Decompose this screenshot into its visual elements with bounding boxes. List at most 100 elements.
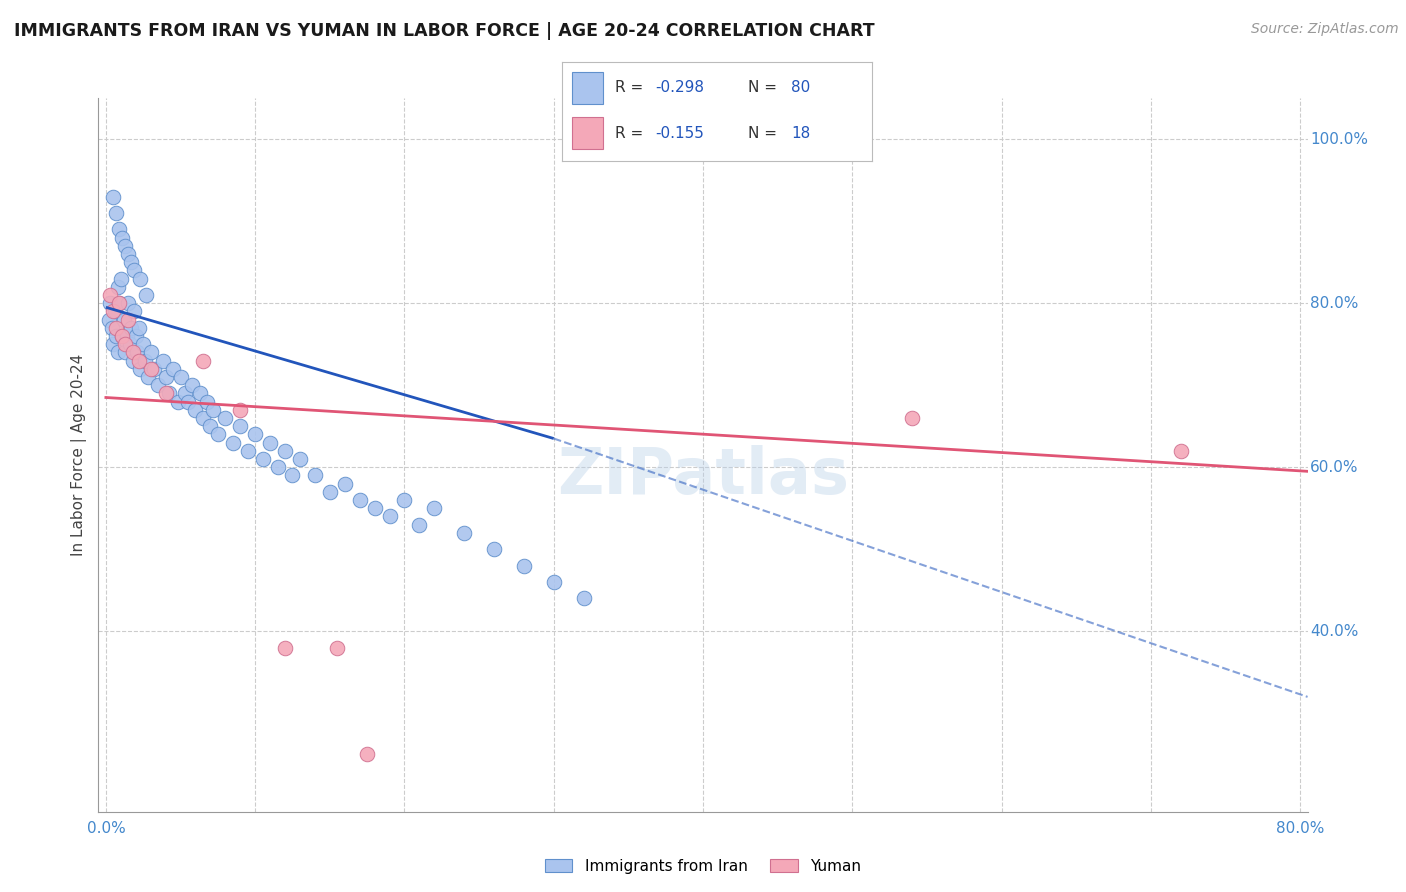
Text: 80.0%: 80.0% — [1310, 295, 1358, 310]
Point — [101, 320, 124, 334]
Point — [177, 394, 200, 409]
Point — [191, 411, 214, 425]
Point — [901, 411, 924, 425]
Point — [115, 329, 138, 343]
Text: N =: N = — [748, 126, 782, 141]
Point — [129, 271, 152, 285]
Text: 18: 18 — [792, 126, 810, 141]
Point — [162, 361, 184, 376]
Point — [111, 230, 134, 244]
Point — [120, 320, 142, 334]
Point — [155, 370, 177, 384]
Point — [121, 345, 143, 359]
Point — [181, 378, 204, 392]
Point — [108, 296, 131, 310]
Text: -0.298: -0.298 — [655, 80, 704, 95]
Point — [408, 517, 430, 532]
Point — [108, 296, 131, 310]
Point — [103, 189, 125, 203]
Point — [394, 493, 416, 508]
Point — [117, 312, 139, 326]
Point — [103, 337, 125, 351]
Point — [122, 304, 145, 318]
Point — [453, 525, 475, 540]
Point — [107, 279, 129, 293]
Point — [139, 345, 162, 359]
Point — [184, 402, 207, 417]
Point — [191, 353, 214, 368]
Point — [197, 394, 219, 409]
Y-axis label: In Labor Force | Age 20-24: In Labor Force | Age 20-24 — [72, 354, 87, 556]
Point — [120, 255, 142, 269]
Point — [114, 239, 136, 253]
Point — [142, 361, 165, 376]
Point — [188, 386, 211, 401]
Point — [349, 493, 371, 508]
Point — [129, 361, 152, 376]
Point — [136, 370, 159, 384]
Point — [356, 747, 378, 762]
Point — [111, 329, 134, 343]
Point — [139, 361, 162, 376]
Point — [118, 337, 141, 351]
Point — [572, 591, 595, 606]
Point — [243, 427, 266, 442]
Point — [157, 386, 180, 401]
Point — [125, 329, 148, 343]
Point — [103, 304, 125, 318]
Point — [107, 345, 129, 359]
Text: IMMIGRANTS FROM IRAN VS YUMAN IN LABOR FORCE | AGE 20-24 CORRELATION CHART: IMMIGRANTS FROM IRAN VS YUMAN IN LABOR F… — [14, 22, 875, 40]
Point — [135, 288, 157, 302]
Point — [423, 501, 446, 516]
Point — [155, 386, 177, 401]
Point — [98, 288, 121, 302]
Point — [169, 370, 191, 384]
Text: R =: R = — [614, 80, 648, 95]
Point — [207, 427, 229, 442]
Point — [111, 329, 134, 343]
Point — [114, 345, 136, 359]
Point — [110, 271, 132, 285]
Text: Source: ZipAtlas.com: Source: ZipAtlas.com — [1251, 22, 1399, 37]
Point — [127, 345, 149, 359]
Point — [288, 452, 311, 467]
Point — [200, 419, 222, 434]
Point — [378, 509, 401, 524]
Point — [128, 320, 150, 334]
Point — [174, 386, 197, 401]
Text: 60.0%: 60.0% — [1310, 459, 1358, 475]
Point — [128, 353, 150, 368]
Point — [1170, 443, 1192, 458]
Point — [108, 222, 131, 236]
Point — [304, 468, 326, 483]
Text: R =: R = — [614, 126, 648, 141]
Point — [152, 353, 174, 368]
Point — [274, 640, 297, 655]
Point — [132, 337, 155, 351]
Bar — [572, 72, 603, 103]
Point — [543, 575, 565, 590]
Point — [333, 476, 356, 491]
Bar — [572, 118, 603, 149]
Point — [122, 263, 145, 277]
Point — [222, 435, 245, 450]
Text: N =: N = — [748, 80, 782, 95]
Point — [166, 394, 188, 409]
Point — [104, 304, 127, 318]
Text: -0.155: -0.155 — [655, 126, 704, 141]
Point — [117, 296, 139, 310]
Point — [97, 312, 120, 326]
Point — [114, 337, 136, 351]
Point — [513, 558, 536, 573]
Point — [266, 460, 288, 475]
Text: 100.0%: 100.0% — [1310, 132, 1368, 146]
Text: 80: 80 — [792, 80, 810, 95]
Point — [252, 452, 274, 467]
Point — [112, 312, 135, 326]
Point — [281, 468, 304, 483]
Point — [363, 501, 385, 516]
Point — [319, 484, 342, 499]
Legend: Immigrants from Iran, Yuman: Immigrants from Iran, Yuman — [538, 853, 868, 880]
Point — [274, 443, 297, 458]
Point — [105, 329, 128, 343]
